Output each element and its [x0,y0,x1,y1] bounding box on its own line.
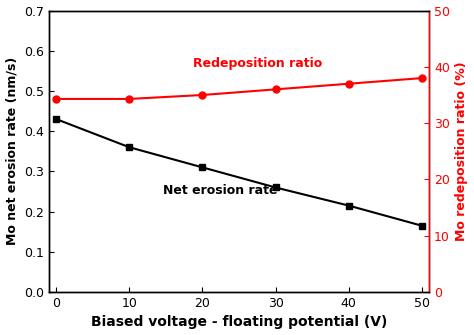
Y-axis label: Mo net erosion rate (nm/s): Mo net erosion rate (nm/s) [6,57,18,246]
Y-axis label: Mo redeposition ratio (%): Mo redeposition ratio (%) [456,62,468,241]
Text: Net erosion rate: Net erosion rate [163,184,277,197]
X-axis label: Biased voltage - floating potential (V): Biased voltage - floating potential (V) [91,316,387,329]
Text: Redeposition ratio: Redeposition ratio [193,57,323,70]
